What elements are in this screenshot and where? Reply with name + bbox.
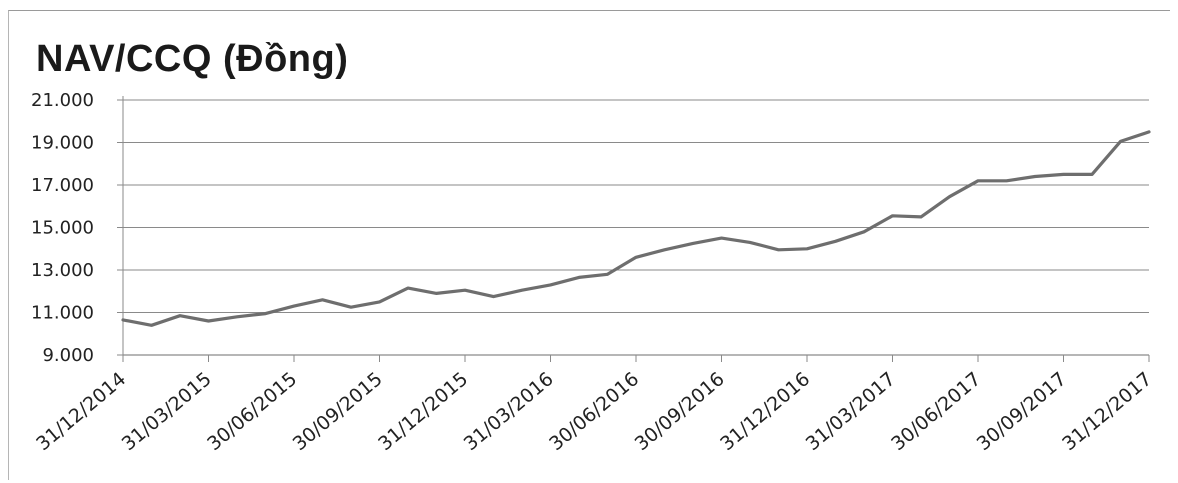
x-tick-label: 31/03/2016 [460,368,558,455]
data-point [520,288,524,292]
x-tick-label: 31/03/2017 [802,368,900,455]
data-point [976,179,980,182]
data-point [606,273,609,276]
data-point [1147,130,1151,134]
data-point [634,256,638,259]
y-tick-label: 11.000 [31,303,94,324]
x-tick-label: 30/06/2017 [887,368,985,455]
data-point [577,276,581,279]
data-point [1119,140,1122,143]
data-point [406,286,410,290]
x-tick-label: 30/09/2015 [289,368,387,455]
x-tick-label: 30/06/2016 [545,368,643,455]
chart-title: NAV/CCQ (Đồng) [36,38,349,80]
data-point [178,314,182,317]
y-tick-label: 21.000 [31,90,94,111]
chart-frame [8,10,1170,480]
data-point [150,324,153,327]
data-point [777,248,780,252]
data-point [862,230,866,233]
x-tick-label: 31/12/2017 [1058,368,1156,455]
data-point [435,292,438,295]
x-tick-label: 30/09/2016 [631,368,729,455]
series-line-nav [121,130,1151,327]
data-point [663,248,666,252]
data-point [349,305,353,309]
y-tick-labels: 9.000 11.000 13.000 15.000 17.000 19.000 21.00… [31,90,94,366]
data-point [292,304,296,308]
data-point [1005,179,1008,182]
x-tick-labels: 31/12/201431/03/201530/06/201530/09/2015… [32,368,1156,455]
data-point [834,240,837,243]
data-point [1062,173,1065,176]
y-tick-label: 15.000 [31,218,94,239]
x-tick-label: 31/12/2014 [32,368,130,455]
y-tick-label: 9.000 [42,345,94,366]
data-point [378,300,381,304]
data-point [691,242,695,245]
y-tick-label: 17.000 [31,175,94,196]
data-point [1090,173,1094,176]
data-point [463,288,467,292]
gridlines [123,99,1149,313]
data-point [121,318,125,322]
data-point [264,312,267,315]
data-point [321,298,324,301]
data-point [207,319,210,323]
data-point [235,315,239,318]
x-tick-label: 31/03/2015 [118,368,216,455]
y-tick-label: 13.000 [31,260,94,281]
x-tick-label: 31/12/2015 [374,368,472,455]
axes [117,96,1150,362]
data-point [948,195,951,198]
data-point [891,214,894,218]
data-point [549,283,552,287]
data-point [1033,175,1037,178]
series-lines [121,130,1151,327]
x-tick-label: 31/12/2016 [716,368,814,455]
data-point [919,215,923,219]
data-point [720,236,723,240]
data-point [805,247,809,250]
data-point [492,295,495,298]
data-point [748,241,752,244]
x-tick-label: 30/06/2015 [203,368,301,455]
y-tick-label: 19.000 [31,133,94,154]
x-tick-label: 30/09/2017 [973,368,1071,455]
